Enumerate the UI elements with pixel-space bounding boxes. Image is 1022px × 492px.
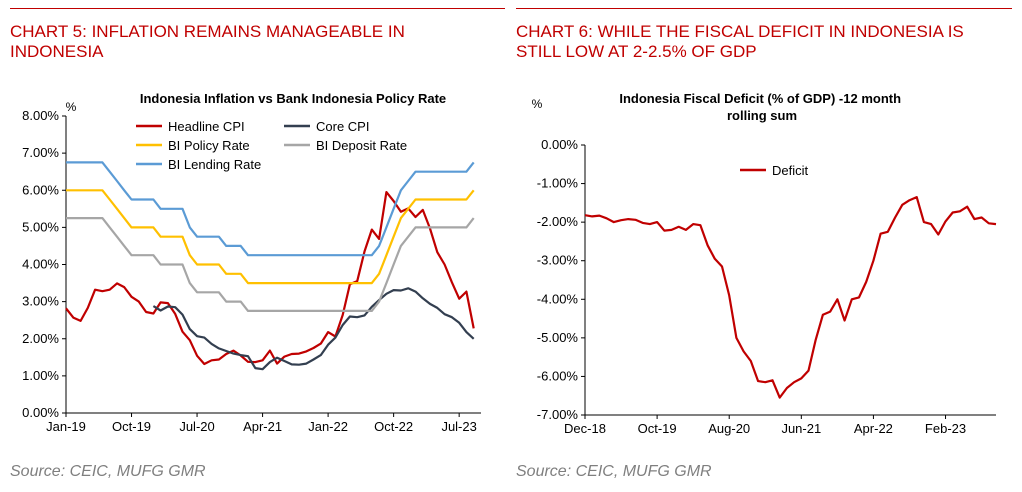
y-tick-label: 2.00% xyxy=(22,331,59,346)
x-tick-label: Jun-21 xyxy=(781,421,821,436)
chart-title: Indonesia Fiscal Deficit (% of GDP) -12 … xyxy=(619,91,904,123)
y-tick-label: -3.00% xyxy=(537,253,579,268)
series-lines xyxy=(65,161,475,371)
legend-item: Core CPI xyxy=(284,119,369,134)
y-axis-unit-label: % xyxy=(532,97,543,111)
x-tick-label: Oct-19 xyxy=(638,421,677,436)
y-tick-label: -1.00% xyxy=(537,176,579,191)
legend-label: BI Deposit Rate xyxy=(316,138,407,153)
legend-item: Headline CPI xyxy=(136,119,245,134)
y-tick-label: 7.00% xyxy=(22,145,59,160)
y-tick-label: -7.00% xyxy=(537,407,579,422)
series-line-headline-cpi xyxy=(65,191,475,366)
chart-title: Indonesia Inflation vs Bank Indonesia Po… xyxy=(140,91,446,106)
series-line-deficit xyxy=(584,196,997,399)
x-tick-label: Dec-18 xyxy=(564,421,606,436)
legend-label: BI Policy Rate xyxy=(168,138,250,153)
legend-label: Deficit xyxy=(772,163,809,178)
y-tick-label: -5.00% xyxy=(537,330,579,345)
axes: 0.00% -1.00% -2.00% -3.00% -4.00% -5.00% -6.00… xyxy=(537,137,996,436)
legend: Headline CPI Core CPI BI Policy Rate BI Dep… xyxy=(136,119,407,172)
legend-item: BI Lending Rate xyxy=(136,157,261,172)
legend-label: Headline CPI xyxy=(168,119,245,134)
axes: 0.00% 1.00% 2.00% 3.00% 4.00% 5.00% 6.00% 7.00%… xyxy=(22,108,481,434)
series-lines xyxy=(584,196,997,399)
right-panel-heading: CHART 6: WHILE THE FISCAL DEFICIT IN IND… xyxy=(516,22,964,61)
right-top-rule xyxy=(516,8,1012,9)
x-tick-label: Jan-22 xyxy=(308,419,348,434)
x-tick-label: Aug-20 xyxy=(708,421,750,436)
left-source-note: Source: CEIC, MUFG GMR xyxy=(10,463,206,480)
y-tick-label: -4.00% xyxy=(537,291,579,306)
y-tick-label: 3.00% xyxy=(22,294,59,309)
legend-label: BI Lending Rate xyxy=(168,157,261,172)
y-tick-label: -6.00% xyxy=(537,368,579,383)
legend: Deficit xyxy=(740,163,809,178)
x-tick-label: Apr-22 xyxy=(854,421,893,436)
series-line-bi-deposit-rate xyxy=(66,217,475,312)
legend-item: BI Deposit Rate xyxy=(284,138,407,153)
legend-item: BI Policy Rate xyxy=(136,138,250,153)
y-tick-label: 5.00% xyxy=(22,219,59,234)
right-source-note: Source: CEIC, MUFG GMR xyxy=(516,463,712,480)
legend-label: Core CPI xyxy=(316,119,369,134)
series-line-bi-policy-rate xyxy=(66,189,475,285)
y-tick-label: 8.00% xyxy=(22,108,59,123)
legend-item: Deficit xyxy=(740,163,809,178)
x-tick-label: Feb-23 xyxy=(925,421,966,436)
left-panel-heading: CHART 5: INFLATION REMAINS MANAGEABLE IN… xyxy=(10,22,405,61)
y-tick-label: 6.00% xyxy=(22,182,59,197)
series-line-bi-lending-rate xyxy=(66,161,475,257)
y-tick-label: 0.00% xyxy=(22,405,59,420)
y-tick-label: 1.00% xyxy=(22,368,59,383)
series-line-core-cpi xyxy=(152,287,475,371)
x-tick-label: Jul-20 xyxy=(179,419,214,434)
x-tick-label: Oct-19 xyxy=(112,419,151,434)
y-tick-label: -2.00% xyxy=(537,214,579,229)
x-tick-label: Oct-22 xyxy=(374,419,413,434)
x-tick-label: Jul-23 xyxy=(441,419,476,434)
x-tick-label: Apr-21 xyxy=(243,419,282,434)
y-axis-unit-label: % xyxy=(66,100,77,114)
x-tick-label: Jan-19 xyxy=(46,419,86,434)
y-tick-label: 4.00% xyxy=(22,257,59,272)
left-top-rule xyxy=(10,8,505,9)
y-tick-label: 0.00% xyxy=(541,137,578,152)
